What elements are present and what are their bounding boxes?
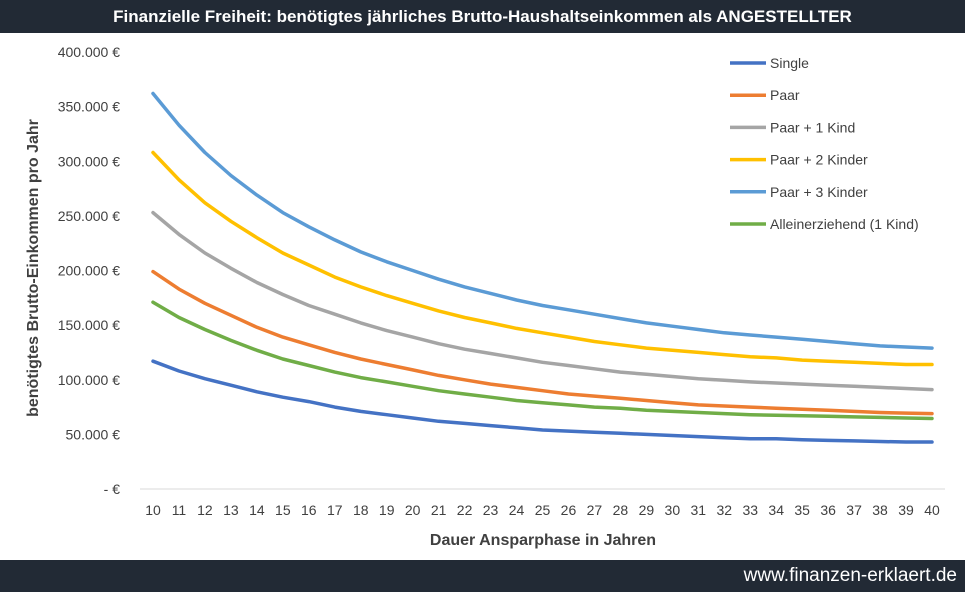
chart-title: Finanzielle Freiheit: benötigtes jährlic…	[0, 0, 965, 33]
x-tick-label: 28	[613, 502, 629, 518]
series-line-1	[151, 269, 934, 416]
series-line-0	[151, 359, 934, 444]
legend-label: Paar + 3 Kinder	[770, 184, 868, 200]
y-tick-label: 250.000 €	[58, 208, 120, 224]
series-line-5	[151, 300, 934, 421]
series-line-4	[151, 91, 934, 350]
x-tick-label: 27	[587, 502, 603, 518]
series-line-3	[151, 150, 934, 367]
x-axis-title: Dauer Ansparphase in Jahren	[430, 532, 656, 549]
x-tick-label: 15	[275, 502, 291, 518]
x-tick-label: 40	[924, 502, 940, 518]
x-tick-label: 22	[457, 502, 473, 518]
x-tick-label: 18	[353, 502, 369, 518]
x-tick-label: 37	[846, 502, 862, 518]
y-tick-label: 350.000 €	[58, 99, 120, 115]
series-lines	[151, 91, 934, 444]
legend-label: Alleinerziehend (1 Kind)	[770, 216, 919, 232]
x-tick-label: 31	[691, 502, 707, 518]
x-tick-label: 33	[742, 502, 758, 518]
x-tick-label: 11	[172, 502, 187, 518]
y-tick-label: 100.000 €	[58, 372, 120, 388]
y-tick-label: 400.000 €	[58, 44, 120, 60]
y-tick-label: 150.000 €	[58, 317, 120, 333]
footer: www.finanzen-erklaert.de	[0, 560, 965, 592]
y-tick-label: 200.000 €	[58, 263, 120, 279]
legend-label: Paar + 1 Kind	[770, 119, 855, 135]
x-tick-label: 21	[431, 502, 447, 518]
x-tick-label: 13	[223, 502, 239, 518]
x-tick-label: 36	[820, 502, 836, 518]
legend-label: Paar + 2 Kinder	[770, 152, 868, 168]
footer-url: www.finanzen-erklaert.de	[743, 565, 957, 586]
y-tick-label: - €	[104, 481, 121, 497]
x-tick-label: 17	[327, 502, 343, 518]
x-tick-label: 35	[794, 502, 810, 518]
x-tick-label: 12	[197, 502, 213, 518]
x-tick-label: 14	[249, 502, 265, 518]
series-line-2	[151, 210, 934, 392]
x-tick-label: 19	[379, 502, 395, 518]
x-tick-label: 34	[768, 502, 784, 518]
line-chart: - € 50.000 € 100.000 € 150.000 € 200.000 € 25…	[25, 44, 945, 549]
x-tick-label: 38	[872, 502, 888, 518]
y-axis-ticks: - € 50.000 € 100.000 € 150.000 € 200.000 € 25…	[58, 44, 121, 497]
x-tick-label: 26	[561, 502, 577, 518]
y-axis-title: benötigtes Brutto-Einkommen pro Jahr	[25, 119, 42, 417]
x-tick-label: 32	[716, 502, 732, 518]
y-tick-label: 300.000 €	[58, 153, 120, 169]
x-tick-label: 16	[301, 502, 317, 518]
x-tick-label: 25	[535, 502, 551, 518]
y-tick-label: 50.000 €	[66, 426, 121, 442]
x-tick-label: 39	[898, 502, 914, 518]
x-tick-label: 20	[405, 502, 421, 518]
x-tick-label: 29	[639, 502, 655, 518]
x-tick-label: 24	[509, 502, 525, 518]
x-tick-label: 30	[665, 502, 681, 518]
legend: Single Paar Paar + 1 Kind Paar + 2 Kinder Pa…	[730, 55, 919, 232]
x-axis-ticks: 10 11 12 13 14 15 16 17 18 19 20 21 22 23 24 25 26 27 28 29…	[145, 502, 940, 518]
legend-label: Single	[770, 55, 809, 71]
x-tick-label: 10	[145, 502, 161, 518]
x-tick-label: 23	[483, 502, 499, 518]
legend-label: Paar	[770, 87, 800, 103]
